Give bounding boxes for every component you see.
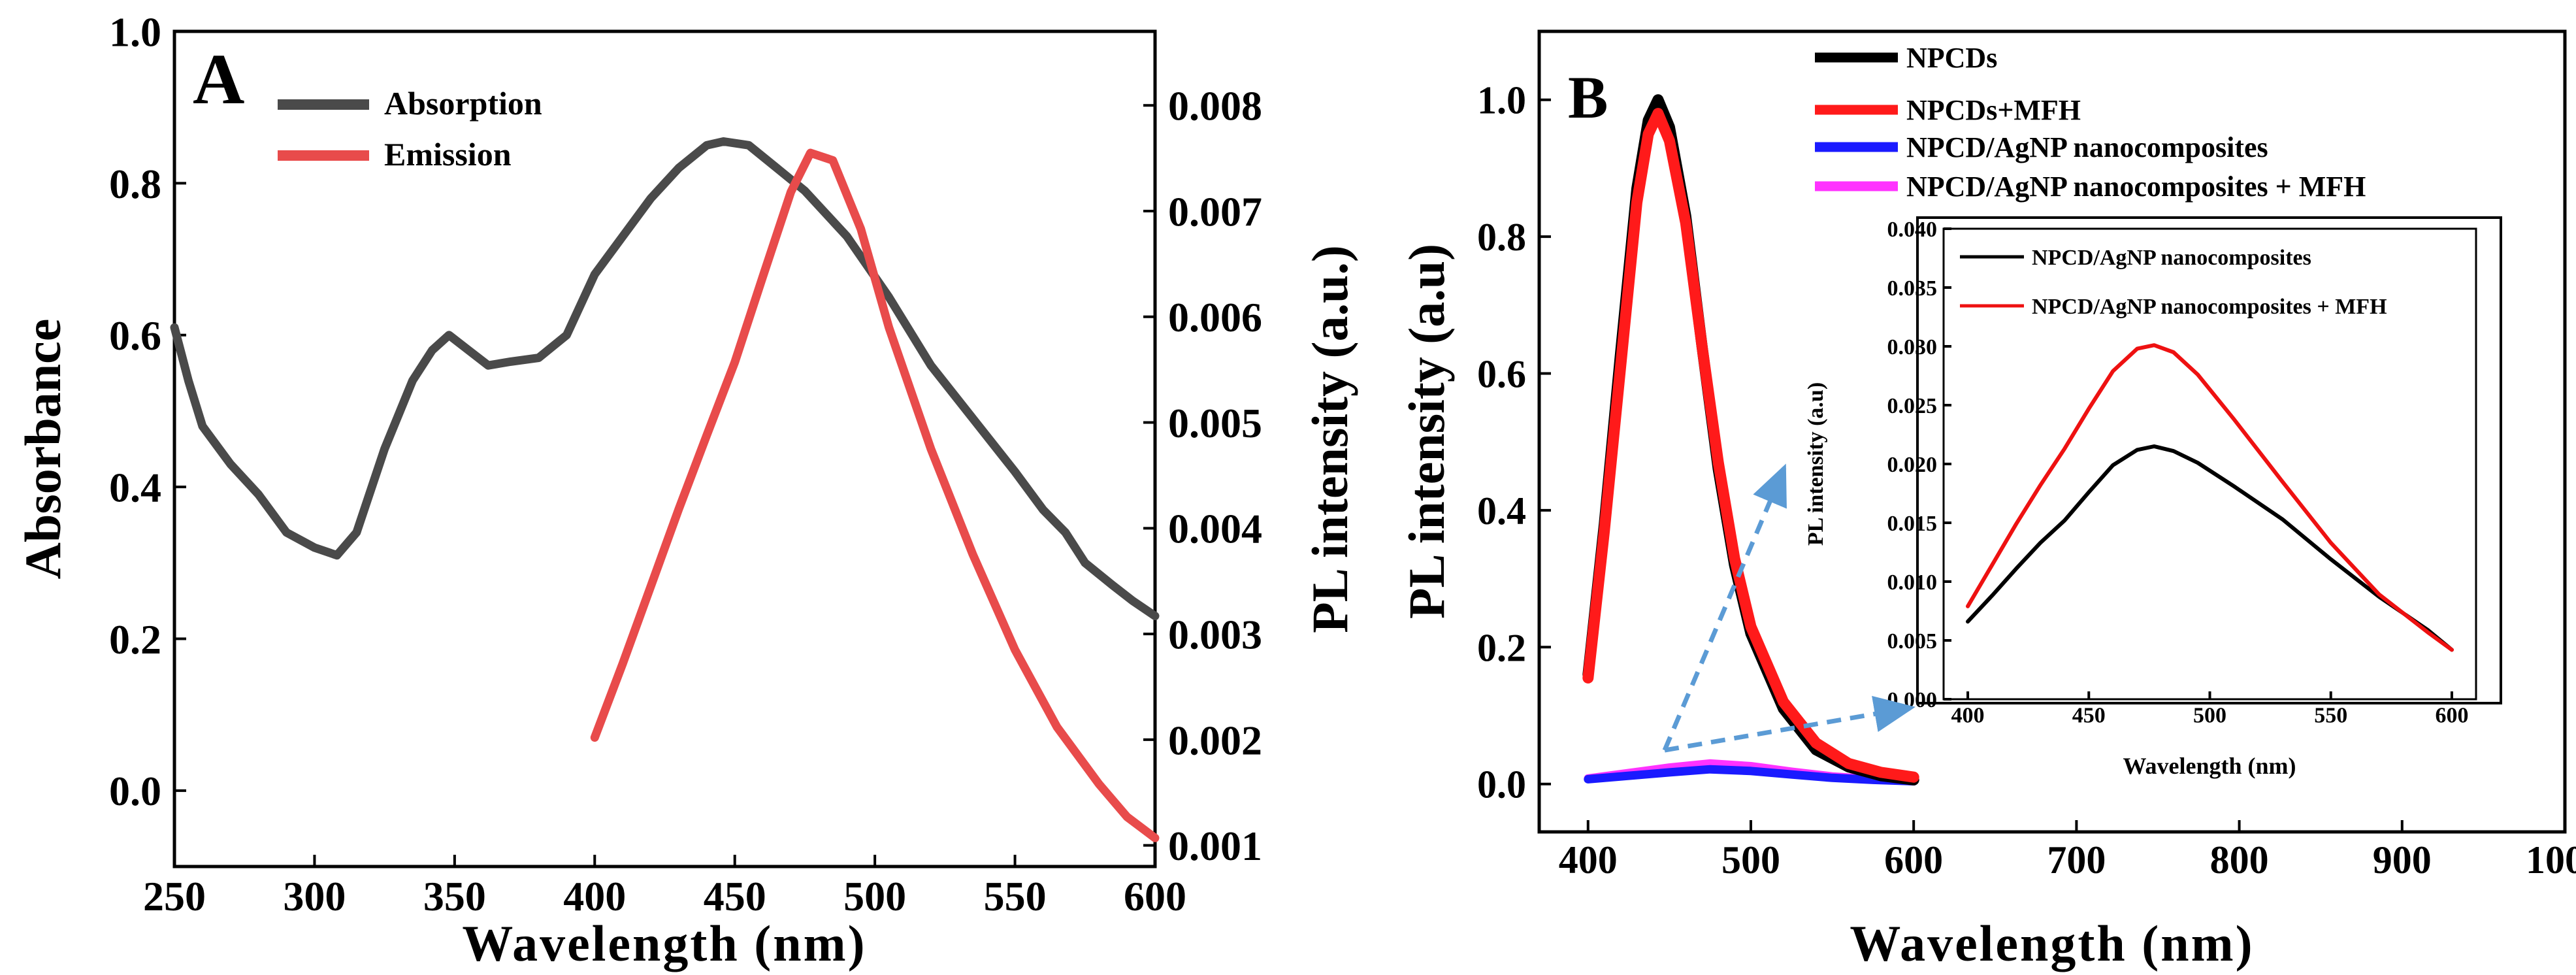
panel-a-right-axis-tick-label: 0.004 bbox=[1168, 506, 1262, 552]
panel-a-left-axis-title: Absorbance bbox=[14, 319, 71, 580]
panel-a-left-axis-tick-label: 0.2 bbox=[109, 616, 161, 663]
inset-x-tick-label: 500 bbox=[2193, 704, 2226, 728]
inset-y-axis-tick-label: 0.015 bbox=[1887, 512, 1938, 536]
panel-b-x-tick-label: 600 bbox=[1884, 838, 1943, 882]
panel-a-left-axis-tick-label: 0.4 bbox=[109, 464, 161, 510]
panel-a-x-tick-label: 300 bbox=[283, 873, 346, 919]
panel-a-left-axis-tick-label: 0.0 bbox=[109, 768, 161, 814]
panel-b-x-tick-label: 400 bbox=[1559, 838, 1618, 882]
inset-y-axis-tick-label: 0.030 bbox=[1887, 335, 1938, 359]
panel-a-chart: 250 300 350 400 450 500 550 600 0.0 0.2 0.4 0.6 0.8… bbox=[14, 8, 1358, 972]
panel-a-x-tick-label: 400 bbox=[563, 873, 626, 919]
panel-a-right-axis-tick-label: 0.007 bbox=[1168, 188, 1262, 235]
panel-b-y-axis-tick-label: 0.4 bbox=[1477, 489, 1526, 533]
panel-b-y-axis-tick-label: 0.2 bbox=[1477, 626, 1526, 669]
panel-a-right-axis-tick-label: 0.005 bbox=[1168, 400, 1262, 446]
inset-x-tick-label: 450 bbox=[2072, 704, 2106, 728]
panel-a-left-axis-tick-label: 0.8 bbox=[109, 161, 161, 207]
panel-a-series-absorption bbox=[170, 137, 1160, 621]
inset-y-axis-tick-label: 0.005 bbox=[1887, 629, 1938, 653]
legend-label-npcds: NPCDs bbox=[1906, 42, 1997, 74]
panel-b-y-axis-tick-label: 0.0 bbox=[1477, 763, 1526, 806]
inset-legend-label-npcd-agnp: NPCD/AgNP nanocomposites bbox=[2032, 246, 2311, 270]
panel-a-series bbox=[170, 137, 1160, 842]
panel-b-x-tick-label: 700 bbox=[2047, 838, 2106, 882]
panel-b-y-axis-tick-label: 0.6 bbox=[1477, 353, 1526, 396]
panel-a-right-axis-tick-label: 0.006 bbox=[1168, 294, 1262, 340]
inset-y-axis-tick-label: 0.010 bbox=[1887, 570, 1938, 595]
panel-a-frame bbox=[172, 29, 1157, 868]
panel-a-left-axis-ticks: 0.0 0.2 0.4 0.6 0.8 1.0 bbox=[109, 8, 186, 814]
inset-y-axis-tick-label: 0.035 bbox=[1887, 276, 1938, 301]
pointer-arrow-up bbox=[1662, 463, 1787, 752]
panel-a-x-tick-label: 550 bbox=[984, 873, 1047, 919]
panel-a-x-tick-label: 600 bbox=[1124, 873, 1186, 919]
panel-b-label: B bbox=[1568, 64, 1608, 131]
panel-b-y-axis-title: PL intensity (a.u) bbox=[1398, 244, 1455, 619]
panel-b-x-tick-label: 800 bbox=[2210, 838, 2269, 882]
legend-label-npcds-mfh: NPCDs+MFH bbox=[1906, 94, 2081, 126]
panel-a-right-axis-tick-label: 0.008 bbox=[1168, 83, 1262, 129]
inset-legend: NPCD/AgNP nanocomposites NPCD/AgNP nanoc… bbox=[1960, 246, 2387, 319]
inset-series bbox=[1966, 343, 2454, 652]
inset-y-axis-tick-label: 0.025 bbox=[1887, 394, 1938, 418]
panel-b-series-npcd-agnp-nanocomposites bbox=[1584, 765, 1918, 785]
panel-a-x-tick-label: 350 bbox=[423, 873, 486, 919]
panel-a-legend: Absorption Emission bbox=[278, 85, 542, 173]
inset-x-axis-ticks: 400 450 500 550 600 bbox=[1951, 691, 2468, 728]
panel-a-right-axis-tick-label: 0.002 bbox=[1168, 717, 1262, 763]
panel-a-series-emission bbox=[590, 148, 1160, 842]
inset-outer-frame bbox=[1916, 216, 2502, 704]
panel-a-right-axis-ticks: 0.001 0.002 0.003 0.004 0.005 0.006 0.007 0.008 bbox=[1143, 83, 1262, 869]
inset-x-tick-label: 400 bbox=[1951, 704, 1985, 728]
legend-label-absorption: Absorption bbox=[384, 85, 542, 122]
inset-series-npcd-agnp-nanocomposites-mfh bbox=[1966, 343, 2454, 652]
panel-b-series-npcds-mfh bbox=[1582, 108, 1919, 783]
panel-b-y-axis-tick-label: 1.0 bbox=[1477, 79, 1526, 122]
panel-b-series bbox=[1582, 94, 1919, 785]
legend-label-emission: Emission bbox=[384, 136, 512, 173]
panel-b-x-tick-label: 500 bbox=[1721, 838, 1780, 882]
panel-a-x-axis-ticks: 250 300 350 400 450 500 550 600 bbox=[143, 855, 1186, 919]
inset-y-axis-tick-label: 0.040 bbox=[1887, 218, 1938, 242]
inset-x-tick-label: 550 bbox=[2314, 704, 2347, 728]
panel-b-inset: 400 450 500 550 600 0.000 0.005 0.010 0.015 0.02… bbox=[1804, 216, 2502, 779]
panel-b-legend: NPCDs NPCDs+MFH NPCD/AgNP nanocomposites… bbox=[1815, 42, 2366, 203]
inset-legend-label-npcd-agnp-mfh: NPCD/AgNP nanocomposites + MFH bbox=[2032, 295, 2387, 319]
panel-a-left-axis-tick-label: 0.6 bbox=[109, 312, 161, 359]
inset-y-axis-tick-label: 0.020 bbox=[1887, 453, 1938, 477]
panel-a-right-axis-tick-label: 0.003 bbox=[1168, 612, 1262, 658]
panel-b-y-axis-tick-label: 0.8 bbox=[1477, 216, 1526, 259]
panel-b-y-axis-ticks: 0.0 0.2 0.4 0.6 0.8 1.0 bbox=[1477, 79, 1551, 806]
panel-a-x-axis-title: Wavelength (nm) bbox=[462, 915, 866, 972]
inset-y-axis-tick-label: 0.000 bbox=[1887, 688, 1938, 712]
legend-label-npcd-agnp: NPCD/AgNP nanocomposites bbox=[1906, 131, 2268, 163]
inset-series-npcd-agnp-nanocomposites bbox=[1966, 444, 2454, 652]
panel-a-right-axis-tick-label: 0.001 bbox=[1168, 823, 1262, 869]
panel-a-right-axis-title: PL intensity (a.u.) bbox=[1301, 245, 1358, 633]
panel-a-x-tick-label: 250 bbox=[143, 873, 206, 919]
panel-a-label: A bbox=[193, 39, 244, 119]
inset-y-axis-title: PL intensity (a.u) bbox=[1804, 382, 1828, 546]
panel-a-x-tick-label: 500 bbox=[843, 873, 906, 919]
inset-x-axis-title: Wavelength (nm) bbox=[2123, 753, 2296, 779]
panel-a-left-axis-tick-label: 1.0 bbox=[109, 8, 161, 55]
panel-b-frame bbox=[1537, 29, 2567, 834]
pointer-arrow-right bbox=[1664, 695, 1916, 753]
inset-y-axis-ticks: 0.000 0.005 0.010 0.015 0.020 0.025 0.030 0.035… bbox=[1887, 218, 1951, 712]
legend-label-npcd-agnp-mfh: NPCD/AgNP nanocomposites + MFH bbox=[1906, 171, 2366, 203]
inset-x-tick-label: 600 bbox=[2435, 704, 2468, 728]
panel-b-x-tick-label: 900 bbox=[2373, 838, 2432, 882]
panel-a-x-tick-label: 450 bbox=[704, 873, 766, 919]
inset-pointer-arrows bbox=[1662, 463, 1916, 753]
panel-b-x-axis-title: Wavelength (nm) bbox=[1850, 915, 2254, 972]
